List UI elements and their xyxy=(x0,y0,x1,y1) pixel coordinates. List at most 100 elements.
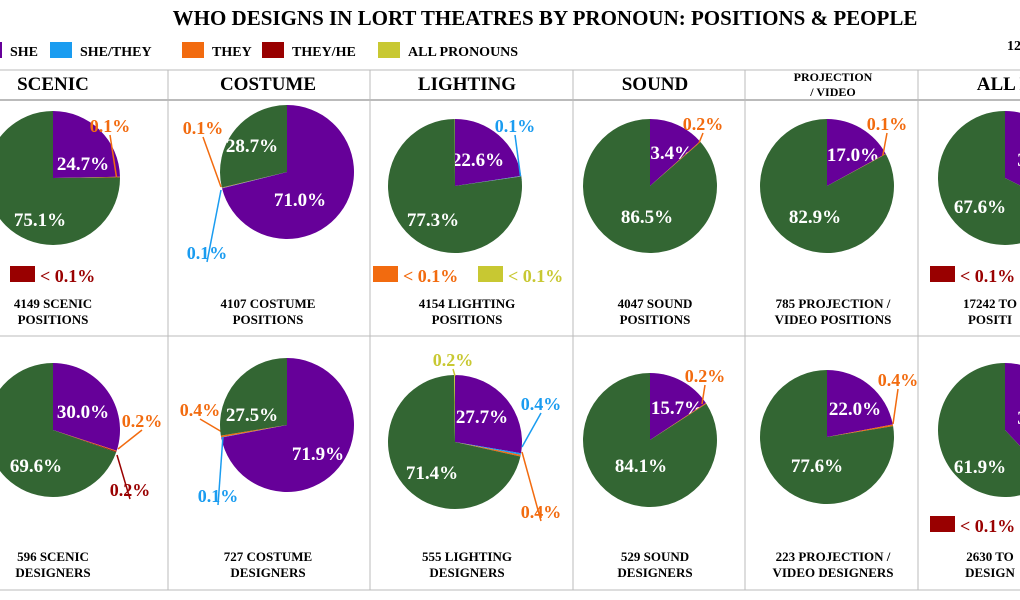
pie-slice-they xyxy=(53,176,120,178)
leader-line xyxy=(701,384,706,405)
pie-slice-they xyxy=(455,442,521,457)
data-label-green: 84.1% xyxy=(615,456,667,477)
pie-slice-she xyxy=(827,370,893,437)
data-label-she_they: 0.1% xyxy=(187,243,228,263)
chart-title: WHO DESIGNS IN LORT THEATRES BY PRONOUN:… xyxy=(173,6,918,30)
leader-line xyxy=(892,388,899,425)
pie-caption: 4149 SCENIC xyxy=(14,296,92,311)
data-label-they: 0.4% xyxy=(521,502,562,522)
data-label-she: 27.7% xyxy=(456,407,508,428)
leader-line xyxy=(514,134,522,181)
pie-slice-they xyxy=(827,424,894,437)
data-label-they: 0.2% xyxy=(683,114,724,134)
pies: 24.7%0.1%75.1%< 0.1%4149 SCENICPOSITIONS… xyxy=(0,105,1020,580)
corner-text: 12 xyxy=(1007,39,1020,54)
note-label-they_he: < 0.1% xyxy=(960,266,1015,286)
pie-slice-all xyxy=(454,375,455,442)
pie-positions-lighting: 22.6% 0.1% 77.3% < 0.1% < 0.1% 4154 LIGHTINGP… xyxy=(373,116,563,327)
column-header: ALL D xyxy=(977,74,1020,95)
pie-caption: 4107 COSTUME xyxy=(221,296,316,311)
pie-caption: DESIGNERS xyxy=(230,565,305,580)
data-label-she: 17.0% xyxy=(827,145,879,166)
data-label-she_they: 0.1% xyxy=(495,116,536,136)
data-label-they: 0.1% xyxy=(90,116,131,136)
pie-positions-projection-video: 17.0% 0.1% 82.9% 785 PROJECTION /VIDEO POSI… xyxy=(759,114,907,327)
data-label-she: 3 xyxy=(1017,150,1020,171)
pie-caption: POSITIONS xyxy=(18,312,89,327)
pie-slice-they_he xyxy=(53,177,120,178)
column-header: COSTUME xyxy=(220,74,316,95)
pie-caption: 17242 TO xyxy=(963,296,1017,311)
leader-line xyxy=(452,368,456,377)
data-label-green: 82.9% xyxy=(789,207,841,228)
column-header: SOUND xyxy=(622,74,689,95)
pie-slice-she_they xyxy=(455,175,522,186)
pie-slice-green xyxy=(938,363,1020,497)
data-label-she: 30.0% xyxy=(57,402,109,423)
pie-slice-they xyxy=(220,425,287,438)
leader-line xyxy=(206,189,222,263)
data-label-they: 0.4% xyxy=(878,370,919,390)
pie-caption: 529 SOUND xyxy=(621,549,689,564)
legend-swatch-they_he xyxy=(262,42,284,58)
data-label-they: 0.1% xyxy=(183,118,224,138)
pie-caption: POSITIONS xyxy=(620,312,691,327)
legend-swatch-all xyxy=(378,42,400,58)
pie-caption: VIDEO DESIGNERS xyxy=(772,565,893,580)
leader-line xyxy=(521,412,542,448)
note-label-they: < 0.1% xyxy=(403,266,458,286)
pie-slice-she xyxy=(53,111,120,178)
pie-slice-she xyxy=(650,119,700,186)
note-swatch-they_he xyxy=(930,266,955,282)
data-label-green: 71.4% xyxy=(406,463,458,484)
data-label-green: 77.3% xyxy=(407,210,459,231)
pie-caption: DESIGNERS xyxy=(429,565,504,580)
column-header: LIGHTING xyxy=(418,74,516,95)
column-header: PROJECTION xyxy=(794,70,873,84)
pie-slice-they xyxy=(650,141,701,186)
data-label-she: 71.0% xyxy=(274,190,326,211)
data-label-green: 28.7% xyxy=(226,136,278,157)
legend-swatch-she_they xyxy=(50,42,72,58)
pie-designers-lighting: 27.7% 0.4% 0.4% 71.4% 0.2% 555 LIGHTINGDESIGN… xyxy=(388,350,561,580)
pie-slice-she xyxy=(455,119,522,186)
pie-slice-she xyxy=(827,119,886,186)
leader-line xyxy=(116,454,131,500)
leader-line xyxy=(202,136,222,188)
data-label-they: 0.2% xyxy=(122,411,163,431)
pie-caption: VIDEO POSITIONS xyxy=(775,312,892,327)
pie-caption: 223 PROJECTION / xyxy=(776,549,891,564)
legend-swatch-they xyxy=(182,42,204,58)
pie-slice-they xyxy=(455,176,522,186)
pie-caption: POSITIONS xyxy=(432,312,503,327)
legend: SHE SHE/THEY THEY THEY/HE ALL PRONOUNS xyxy=(0,42,518,60)
pie-slice-green xyxy=(0,363,117,497)
pie-slice-they xyxy=(827,153,886,186)
legend-swatch-she xyxy=(0,42,2,58)
data-label-she: 71.9% xyxy=(292,444,344,465)
pie-caption: DESIGN xyxy=(965,565,1015,580)
pie-slice-they_he xyxy=(53,430,117,453)
leader-line xyxy=(117,429,143,450)
data-label-green: 86.5% xyxy=(621,207,673,228)
pie-slice-she xyxy=(650,373,706,440)
grid-lines xyxy=(0,69,1020,591)
pie-caption: 596 SCENIC xyxy=(17,549,89,564)
data-label-green: 27.5% xyxy=(226,405,278,426)
pie-slice-green xyxy=(220,358,287,436)
pie-caption: 4154 LIGHTING xyxy=(419,296,515,311)
pie-slice-she xyxy=(455,375,522,454)
note-label-all: < 0.1% xyxy=(508,266,563,286)
legend-label-they_he: THEY/HE xyxy=(292,45,356,60)
data-label-they: 0.2% xyxy=(685,366,726,386)
leader-line xyxy=(521,451,542,522)
pie-slice-she_they xyxy=(221,425,287,438)
data-label-green: 67.6% xyxy=(954,197,1006,218)
note-label-they_he: < 0.1% xyxy=(960,516,1015,536)
